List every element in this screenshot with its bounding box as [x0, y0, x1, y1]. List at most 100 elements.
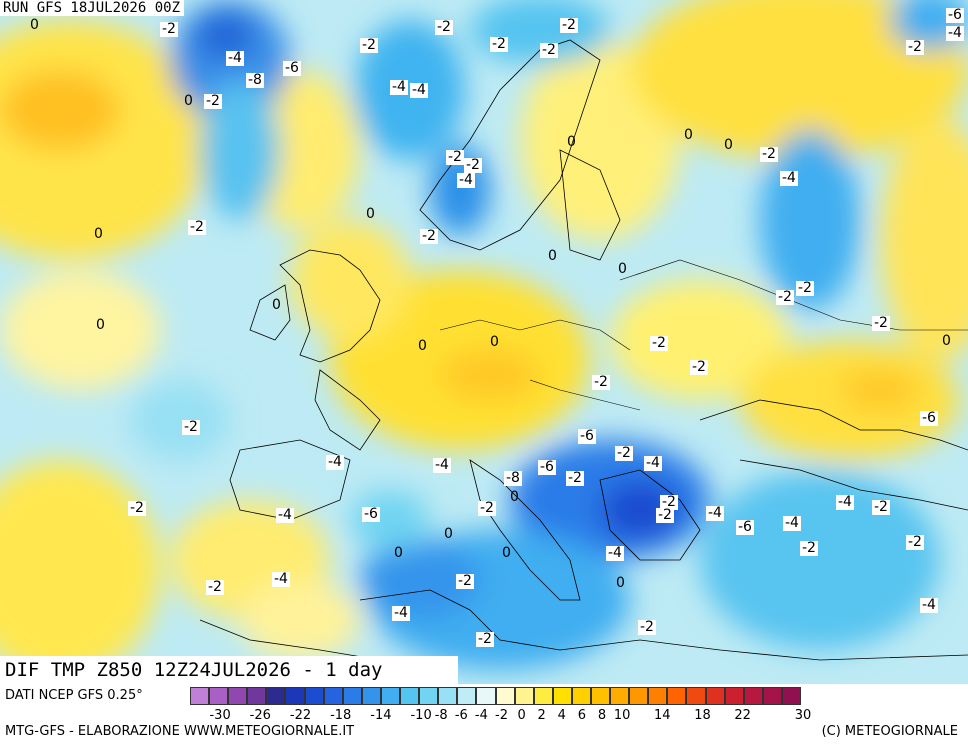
scale-swatch: [705, 687, 725, 705]
credit-text: MTG-GFS - ELABORAZIONE WWW.METEOGIORNALE…: [5, 724, 355, 739]
contour-label: -2: [188, 219, 206, 235]
contour-label: -2: [906, 534, 924, 550]
contour-label: 0: [618, 261, 627, 277]
contour-label: 0: [942, 333, 951, 349]
scale-tick: 6: [577, 708, 587, 723]
contour-label: -6: [362, 506, 380, 522]
scale-tick: 14: [654, 708, 671, 723]
contour-label: -4: [644, 455, 662, 471]
coastlines: [199, 39, 968, 661]
map-fill: [0, 0, 968, 684]
contour-label: 0: [184, 93, 193, 109]
contour-label: -4: [606, 545, 624, 561]
contour-label: -2: [690, 359, 708, 375]
scale-swatch: [533, 687, 553, 705]
contour-label: -2: [476, 631, 494, 647]
scale-tick: -2: [495, 708, 508, 723]
contour-label: 0: [684, 127, 693, 143]
contour-label: -4: [780, 170, 798, 186]
contour-label: 0: [394, 545, 403, 561]
scale-swatch: [514, 687, 534, 705]
contour-label: -6: [920, 410, 938, 426]
scale-swatch: [380, 687, 401, 705]
scale-swatch: [648, 687, 668, 705]
contour-label: -2: [800, 540, 818, 556]
scale-swatch: [285, 687, 305, 705]
contour-label: -2: [796, 280, 814, 296]
contour-label: 0: [272, 297, 281, 313]
scale-tick: 4: [557, 708, 566, 723]
scale-swatch: [361, 687, 381, 705]
contour-label: -4: [433, 457, 451, 473]
contour-label: -2: [566, 470, 584, 486]
contour-label: -2: [446, 149, 464, 165]
contour-label: -4: [783, 515, 801, 531]
contour-label: -4: [836, 494, 854, 510]
contour-label: 0: [616, 575, 625, 591]
contour-label: 0: [418, 338, 427, 354]
scale-ticks: -30 -26 -22 -18 -14 -10 -8 -6 -4 -2 0 2 4 6 8 10 14 18 22 3…: [190, 708, 968, 724]
contour-label: -4: [920, 597, 938, 613]
scale-tick: -10: [410, 708, 432, 723]
copyright-text: (C) METEOGIORNALE: [821, 724, 958, 739]
scale-tick: 8: [597, 708, 607, 723]
contour-label: -4: [706, 505, 724, 521]
contour-label: 0: [510, 489, 519, 505]
scale-swatch: [629, 687, 649, 705]
contour-label: -2: [615, 445, 633, 461]
contour-label: -2: [592, 374, 610, 390]
contour-label: -2: [206, 579, 224, 595]
contour-label: 0: [724, 137, 733, 153]
scale-tick: -14: [370, 708, 392, 723]
contour-label: -4: [457, 172, 475, 188]
scale-tick: 2: [537, 708, 546, 723]
contour-label: -2: [760, 146, 778, 162]
contour-label: -4: [276, 507, 294, 523]
contour-label: -2: [490, 36, 508, 52]
scale-swatch: [590, 687, 611, 705]
contour-label: 0: [490, 334, 499, 350]
contour-label: -2: [638, 619, 656, 635]
contour-label: -2: [776, 289, 794, 305]
contour-label: -4: [946, 25, 964, 41]
scale-swatch: [476, 687, 496, 705]
contour-label: -2: [204, 93, 222, 109]
contour-label: -2: [906, 39, 924, 55]
contour-label: -2: [478, 500, 496, 516]
contour-label: -2: [160, 21, 178, 37]
scale-tick: -4: [474, 708, 488, 723]
scale-swatch: [304, 687, 324, 705]
contour-label: -2: [464, 157, 482, 173]
contour-label: -6: [283, 60, 301, 76]
contour-label: 0: [548, 248, 557, 264]
scale-tick: 22: [734, 708, 751, 723]
scale-tick: 18: [694, 708, 711, 723]
contour-label: -4: [410, 82, 428, 98]
scale-swatch: [323, 687, 343, 705]
scale-swatch: [457, 687, 477, 705]
scale-swatch: [247, 687, 267, 705]
contour-label: -2: [128, 500, 146, 516]
contour-label: -2: [872, 315, 890, 331]
scale-tick: 30: [794, 708, 812, 723]
legend-panel: DATI NCEP GFS 0.25° -30 -26 -22 -18 -14 -10 -8…: [0, 684, 968, 745]
contour-label: -6: [578, 428, 596, 444]
contour-label: -2: [456, 573, 474, 589]
scale-swatch: [438, 687, 458, 705]
scale-swatch: [495, 687, 515, 705]
scale-swatch: [667, 687, 687, 705]
contour-label: 0: [30, 17, 39, 33]
contour-label: 0: [96, 317, 105, 333]
scale-swatch: [190, 687, 210, 705]
scale-swatch: [209, 687, 229, 705]
scale-swatch: [724, 687, 744, 705]
scale-tick: 10: [613, 708, 631, 723]
contour-label: 0: [567, 134, 576, 150]
contour-label: 0: [366, 206, 375, 222]
contour-label: -4: [226, 50, 244, 66]
scale-swatch: [419, 687, 439, 705]
scale-swatch: [686, 687, 706, 705]
contour-label: -2: [435, 19, 453, 35]
contour-label: -2: [872, 499, 890, 515]
contour-label: -4: [390, 79, 408, 95]
